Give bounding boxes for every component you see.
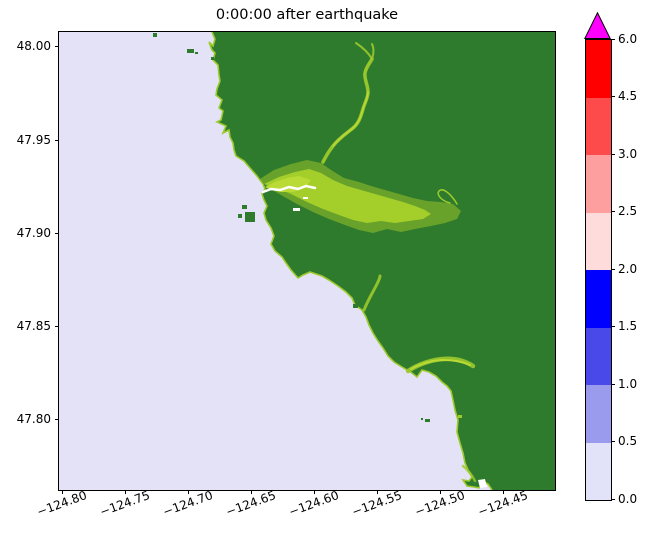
- colorbar-segment: [586, 40, 611, 98]
- colorbar-tick: [611, 269, 615, 270]
- colorbar-segment: [586, 385, 611, 443]
- bottom-cape-fringe: [461, 464, 477, 483]
- colorbar-tick: [611, 384, 615, 385]
- shore-rock: [458, 415, 462, 418]
- y-tick-label: 47.85: [16, 319, 51, 333]
- y-tick-label: 48.00: [16, 39, 51, 53]
- river-channel-dot: [303, 197, 308, 199]
- y-tick: [55, 419, 59, 420]
- colorbar-segment: [586, 270, 611, 328]
- river-channel: [261, 184, 317, 194]
- x-tick: [62, 490, 63, 494]
- colorbar-tick: [611, 326, 615, 327]
- map-plot-area: [58, 31, 556, 491]
- colorbar-tick-label: 0.5: [618, 434, 638, 448]
- north-river-core: [332, 91, 369, 147]
- x-tick: [188, 490, 189, 494]
- colorbar-tick-label: 1.0: [618, 377, 638, 391]
- colorbar-extend-triangle-icon: [584, 12, 611, 39]
- colorbar-segment: [586, 97, 611, 155]
- colorbar: [585, 39, 612, 501]
- colorbar-tick: [611, 154, 615, 155]
- north-river-forks: [355, 42, 375, 60]
- colorbar-tick: [611, 441, 615, 442]
- colorbar-tick-label: 2.0: [618, 262, 638, 276]
- y-tick: [55, 233, 59, 234]
- colorbar-tick-label: 0.0: [618, 492, 638, 506]
- coastal-map: [59, 32, 555, 490]
- south-creek-2-core: [410, 358, 471, 370]
- colorbar-tick: [611, 499, 615, 500]
- colorbar-tick: [611, 39, 615, 40]
- y-tick-label: 47.90: [16, 226, 51, 240]
- coastal-lagoon: [478, 479, 487, 488]
- colorbar-segment: [586, 212, 611, 270]
- land-region: [209, 32, 555, 490]
- y-tick: [55, 140, 59, 141]
- x-tick: [503, 490, 504, 494]
- colorbar-segment: [586, 442, 611, 500]
- x-tick: [440, 490, 441, 494]
- river-channel-dot: [293, 208, 300, 211]
- x-tick: [314, 490, 315, 494]
- colorbar-tick: [611, 211, 615, 212]
- y-tick-label: 47.95: [16, 133, 51, 147]
- colorbar-tick-label: 2.5: [618, 204, 638, 218]
- colorbar-tick-label: 1.5: [618, 319, 638, 333]
- colorbar-segment: [586, 327, 611, 385]
- shoreline-fringe: [208, 32, 493, 490]
- y-tick-label: 47.80: [16, 412, 51, 426]
- x-tick: [377, 490, 378, 494]
- colorbar-tick-label: 3.0: [618, 147, 638, 161]
- x-tick: [125, 490, 126, 494]
- offshore-islands: [153, 33, 430, 422]
- colorbar-tick: [611, 96, 615, 97]
- x-tick: [251, 490, 252, 494]
- south-creek-1: [362, 274, 382, 312]
- y-tick: [55, 46, 59, 47]
- colorbar-tick-label: 6.0: [618, 32, 638, 46]
- y-tick: [55, 326, 59, 327]
- colorbar-segment: [586, 155, 611, 213]
- valley-east-hook: [437, 189, 458, 205]
- plot-title: 0:00:00 after earthquake: [215, 7, 399, 23]
- colorbar-tick-label: 4.5: [618, 89, 638, 103]
